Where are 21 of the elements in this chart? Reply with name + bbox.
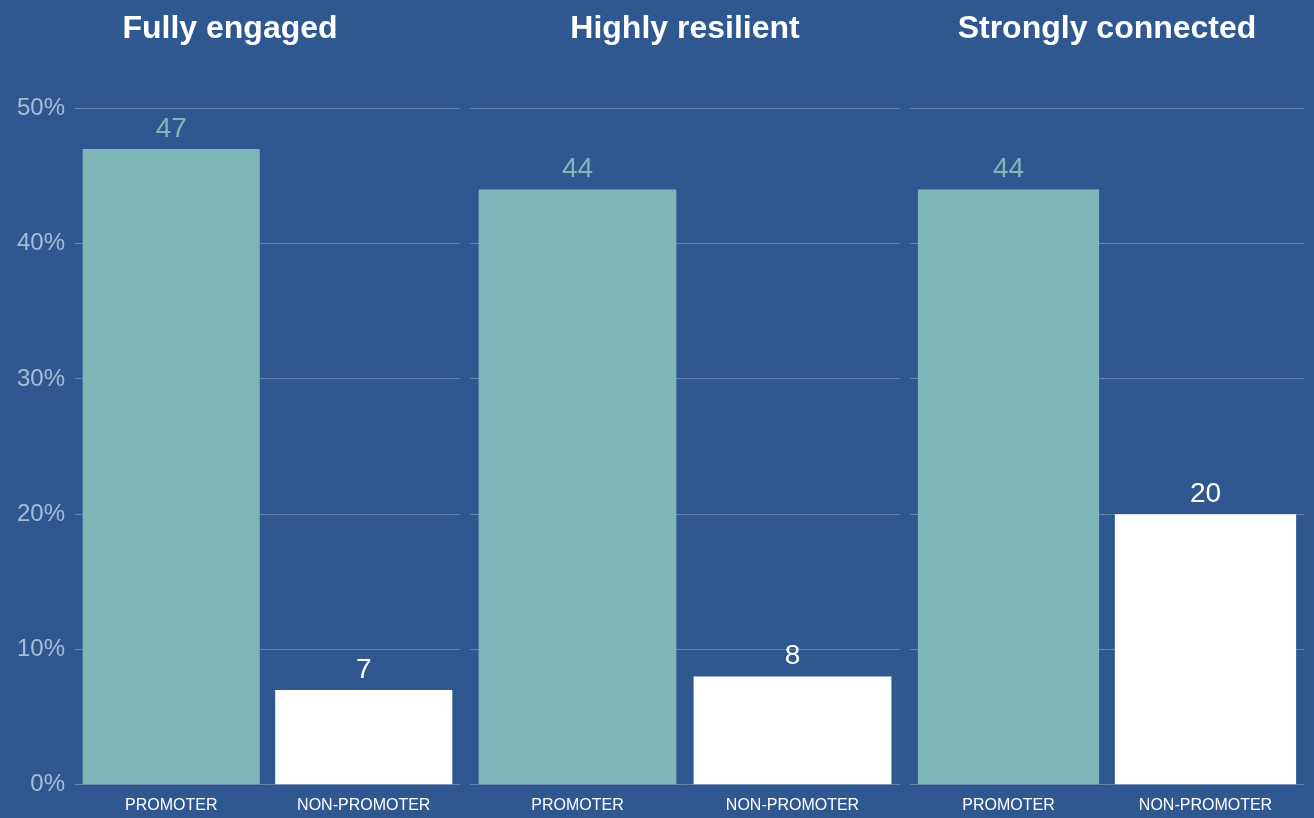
y-tick-label: 40% <box>16 228 65 256</box>
x-tick-label: PROMOTER <box>125 795 218 813</box>
y-tick-label: 30% <box>16 363 65 391</box>
chart-title: Strongly connected <box>957 9 1257 46</box>
x-tick-label: NON-PROMOTER <box>725 795 860 813</box>
y-tick-label: 0% <box>30 769 65 797</box>
data-label: 47 <box>155 111 187 143</box>
data-label: 7 <box>355 652 372 684</box>
data-label: 8 <box>784 639 801 671</box>
y-tick-label: 20% <box>16 498 65 526</box>
chart-title: Highly resilient <box>570 9 801 46</box>
data-label: 44 <box>561 152 594 184</box>
chart-title: Fully engaged <box>122 9 338 46</box>
x-tick-label: NON-PROMOTER <box>1138 795 1273 813</box>
data-label: 44 <box>992 152 1025 184</box>
x-tick-label: PROMOTER <box>531 795 624 813</box>
data-label: 20 <box>1189 476 1222 508</box>
x-tick-label: PROMOTER <box>962 795 1055 813</box>
x-tick-label: NON-PROMOTER <box>297 795 431 813</box>
y-tick-label: 50% <box>16 93 65 121</box>
y-tick-label: 10% <box>16 634 65 662</box>
